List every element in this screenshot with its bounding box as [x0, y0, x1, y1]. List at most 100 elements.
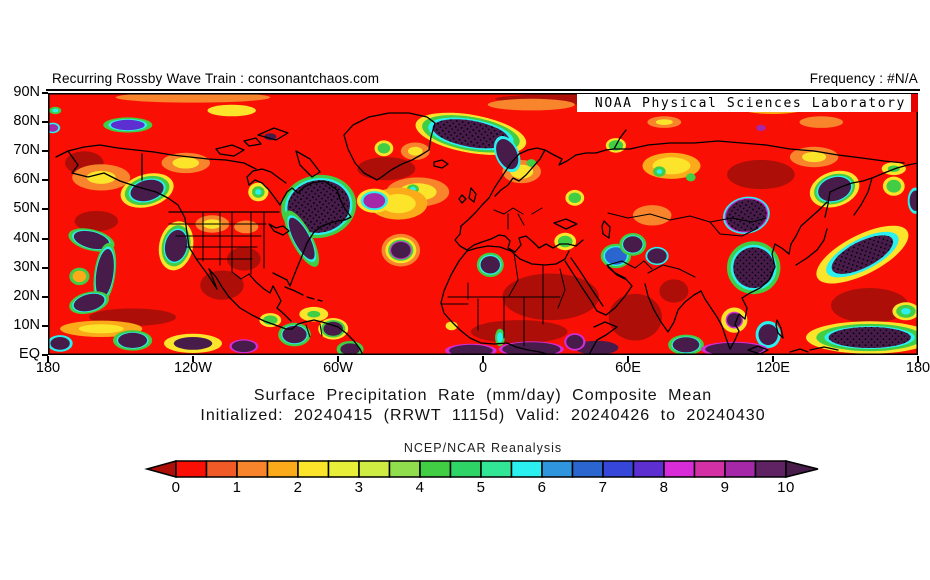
- map-feature-india-dry: [659, 279, 689, 303]
- y-axis-label-60n: 60N: [13, 171, 40, 187]
- colorbar-segment: [632, 460, 665, 478]
- map-feature-edge-green-e: [892, 302, 918, 321]
- map-feature-baffin-purple-dot: [264, 133, 277, 141]
- map-feature-guinea-green: [495, 328, 505, 347]
- x-axis-label-120w: 120W: [174, 360, 212, 376]
- map-feature-greenland-sea-max: [415, 112, 527, 155]
- map-feature-epac-arc-vert: [93, 242, 117, 305]
- map-feature-midpac-dry: [74, 210, 119, 232]
- coast-sakhalin: [824, 191, 831, 218]
- red-sea-arabia: [564, 257, 633, 316]
- coast-us-east: [272, 180, 352, 287]
- plot-subtitle: Initialized: 20240415 (RRWT 1115d) Valid…: [200, 407, 766, 424]
- x-axis-tick: [627, 356, 629, 362]
- x-axis-label-180w: 180: [35, 360, 61, 376]
- map-feature-itcz-edge-w: [48, 335, 73, 352]
- y-axis-tick: [42, 238, 48, 240]
- map-feature-mongolia-max: [723, 196, 770, 234]
- map-feature-plains-orange2: [234, 220, 259, 234]
- map-feature-algeria-spot: [476, 252, 504, 277]
- horn-of-africa: [588, 321, 618, 355]
- map-feature-us-east-coast-max: [284, 210, 320, 267]
- colorbar-segment: [785, 460, 819, 478]
- map-feature-se-china-max: [727, 241, 781, 295]
- coast-south-europe: [454, 203, 584, 253]
- colorbar-segment: [724, 460, 757, 478]
- y-axis-label-eq: EQ: [19, 346, 40, 362]
- map-feature-epac-arc-top: [68, 228, 115, 252]
- coast-okhotsk-kamchatka: [829, 162, 918, 216]
- data-source-label: NCEP/NCAR Reanalysis: [403, 441, 563, 455]
- map-feature-wsiberia-green2: [686, 173, 696, 182]
- map-feature-kazakh-orange: [632, 205, 672, 226]
- plot-title: Surface Precipitation Rate (mm/day) Comp…: [253, 387, 713, 404]
- map-feature-arctic-orange-e2: [647, 116, 682, 128]
- great-lakes: [268, 223, 290, 236]
- map-feature-nw-canada-orange: [161, 152, 210, 174]
- coast-seasia-china: [729, 201, 828, 350]
- y-axis-label-90n: 90N: [13, 84, 40, 100]
- y-axis-label-40n: 40N: [13, 230, 40, 246]
- colorbar-svg: [144, 460, 819, 478]
- map-feature-wsiberia-green1: [653, 166, 666, 177]
- coast-uk-ireland: [458, 187, 477, 204]
- us-canada-border: [141, 153, 280, 213]
- header-left: Recurring Rossby Wave Train : consonantc…: [52, 71, 380, 86]
- map-feature-kamchatka-green: [882, 176, 905, 196]
- caspian-sea: [601, 220, 611, 239]
- noaa-credit-label: NOAA Physical Sciences Laboratory: [594, 95, 906, 111]
- colorbar-label: 8: [659, 479, 669, 496]
- coast-russia-arctic: [544, 129, 905, 166]
- colorbar-segment: [205, 460, 238, 478]
- coast-philippines: [775, 319, 784, 339]
- header-rule: [46, 89, 920, 91]
- map-feature-top-yellow-w: [207, 104, 256, 117]
- colorbar-label: 4: [415, 479, 425, 496]
- map-feature-wpac-band-max: [806, 321, 918, 354]
- map-feature-alaska-orange: [72, 164, 131, 191]
- colorbar-segment: [510, 460, 543, 478]
- colorbar-segment: [419, 460, 452, 478]
- map-feature-hudson-green: [248, 182, 269, 202]
- y-axis-label-10n: 10N: [13, 317, 40, 333]
- y-axis-tick: [42, 92, 48, 94]
- y-axis-tick: [42, 354, 48, 356]
- x-axis-tick: [192, 356, 194, 362]
- y-axis-label-70n: 70N: [13, 142, 40, 158]
- map-feature-turkey-green: [554, 232, 577, 251]
- precip-contour-fields: [48, 93, 918, 355]
- colorbar-segment: [602, 460, 635, 478]
- y-axis-label-50n: 50N: [13, 200, 40, 216]
- colorbar-label: 3: [354, 479, 364, 496]
- coast-arctic-mainland: [67, 144, 257, 170]
- colorbar-segment: [541, 460, 574, 478]
- header-right: Frequency : #N/A: [809, 71, 918, 86]
- y-axis-label-20n: 20N: [13, 288, 40, 304]
- us-state-borders: [168, 211, 267, 280]
- map-feature-africa-eq-dry: [470, 320, 568, 344]
- colorbar-segment: [388, 460, 421, 478]
- x-axis-label-60e: 60E: [615, 360, 641, 376]
- colorbar-segment: [663, 460, 696, 478]
- map-feature-nw-pacific-dry: [831, 288, 909, 323]
- map-feature-himalaya-w-max: [619, 233, 647, 256]
- y-axis-tick: [42, 296, 48, 298]
- colorbar-segment: [754, 460, 787, 478]
- map-feature-itcz-africa-c: [498, 341, 564, 355]
- x-axis-tick: [917, 356, 919, 362]
- arctic-islands: [215, 127, 321, 178]
- map-feature-arabian-sea-dry: [608, 293, 662, 341]
- map-feature-scand-green: [526, 159, 537, 167]
- coast-indonesia: [747, 345, 839, 355]
- x-axis-tick: [337, 356, 339, 362]
- map-feature-siberia-dry: [727, 159, 795, 190]
- map-feature-mexico-dry: [200, 270, 244, 300]
- coast-north-africa: [466, 245, 570, 266]
- map-feature-e-africa-spot: [564, 333, 586, 351]
- map-frame: [48, 93, 918, 355]
- map-feature-esiberia-orange: [789, 146, 839, 168]
- map-feature-philippines-max: [755, 321, 781, 349]
- map-feature-se-alaska-max: [120, 173, 174, 208]
- y-axis-tick: [42, 121, 48, 123]
- coast-india: [644, 283, 731, 350]
